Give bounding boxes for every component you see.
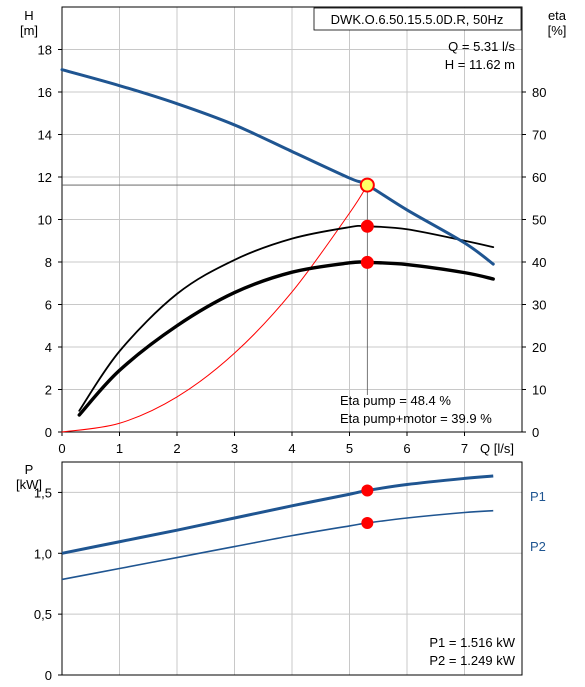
upper-x-ticks: 0 1 2 3 4 5 6 7 [58, 432, 468, 456]
head-curve [60, 68, 495, 266]
y-left-tick-label: 18 [38, 43, 52, 58]
p2-point-marker [361, 516, 374, 529]
y-left-tick-label: 4 [45, 340, 52, 355]
x-tick-label: 5 [346, 441, 353, 456]
y-left-tick-label: 8 [45, 255, 52, 270]
x-tick-label: 6 [403, 441, 410, 456]
y-right-tick-label: 30 [532, 298, 546, 313]
y-right-tick-label: 60 [532, 170, 546, 185]
lower-plot: 0 0,5 1,0 1,5 P [kW] P1 P2 P1 = 1.516 kW P2… [16, 461, 546, 683]
left-axis-label-line1: H [24, 8, 33, 23]
upper-y-ticks-left: 0 2 4 6 8 10 12 14 16 18 [38, 43, 62, 440]
power-tick-label: 1,5 [34, 485, 52, 500]
legend-p2: P2 [530, 539, 546, 554]
power-tick-label: 0 [45, 668, 52, 683]
model-label: DWK.O.6.50.15.5.0D.R, 50Hz [331, 12, 504, 27]
p1-curve [61, 474, 494, 555]
y-left-tick-label: 2 [45, 383, 52, 398]
right-axis-label-line2: [%] [548, 23, 567, 38]
p1-readout: P1 = 1.516 kW [429, 635, 515, 650]
y-left-tick-label: 12 [38, 170, 52, 185]
right-axis-label-line1: eta [548, 8, 567, 23]
system-curve [61, 184, 368, 433]
power-axis-label-line2: [kW] [16, 477, 42, 492]
eta-pump-curve [78, 224, 495, 412]
lower-series-layer [61, 474, 494, 581]
x-tick-label: 2 [173, 441, 180, 456]
power-axis-label-line1: P [25, 462, 34, 477]
y-right-tick-label: 20 [532, 340, 546, 355]
y-right-tick-label: 70 [532, 128, 546, 143]
legend-p1: P1 [530, 489, 546, 504]
y-right-tick-label: 40 [532, 255, 546, 270]
head-readout: H = 11.62 m [445, 57, 515, 72]
flow-readout: Q = 5.31 l/s [448, 39, 515, 54]
y-right-tick-label: 0 [532, 425, 539, 440]
lower-grid [62, 462, 522, 675]
y-right-tick-label: 80 [532, 85, 546, 100]
upper-y-ticks-right: 0 10 20 30 40 50 60 70 80 [522, 85, 546, 440]
upper-grid [62, 7, 522, 432]
power-tick-label: 1,0 [34, 546, 52, 561]
p2-readout: P2 = 1.249 kW [429, 653, 515, 668]
duty-point-marker [359, 177, 375, 193]
power-tick-label: 0,5 [34, 607, 52, 622]
upper-series-layer [60, 68, 495, 433]
x-tick-label: 7 [461, 441, 468, 456]
eta_total-point-marker [360, 255, 374, 269]
lower-y-ticks: 0 0,5 1,0 1,5 [34, 485, 62, 683]
x-axis-label: Q [l/s] [480, 441, 514, 456]
y-left-tick-label: 0 [45, 425, 52, 440]
x-tick-label: 1 [116, 441, 123, 456]
y-left-tick-label: 6 [45, 298, 52, 313]
p1-point-marker [361, 484, 374, 497]
eta-total-readout: Eta pump+motor = 39.9 % [340, 411, 492, 426]
left-axis-label-line2: [m] [20, 23, 38, 38]
y-left-tick-label: 16 [38, 85, 52, 100]
model-label-box [313, 7, 522, 31]
x-tick-label: 0 [58, 441, 65, 456]
y-right-tick-label: 50 [532, 213, 546, 228]
y-left-tick-label: 10 [38, 213, 52, 228]
y-left-tick-label: 14 [38, 128, 52, 143]
eta-pump-readout: Eta pump = 48.4 % [340, 393, 451, 408]
lower-plot-frame [61, 461, 523, 676]
x-tick-label: 3 [231, 441, 238, 456]
eta-total-curve [77, 260, 495, 417]
eta_pump-point-marker [360, 219, 374, 233]
p2-curve [61, 509, 494, 581]
y-right-tick-label: 10 [532, 383, 546, 398]
x-tick-label: 4 [288, 441, 295, 456]
